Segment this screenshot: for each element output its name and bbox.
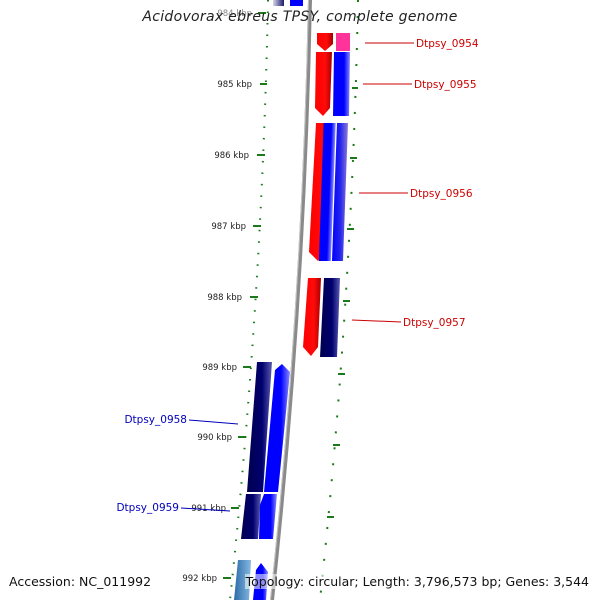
tick-label-985: 985 kbp: [217, 80, 252, 90]
topology-text: Topology: circular; Length: 3,796,573 bp…: [245, 574, 590, 589]
gene-label-dtpsy-0957[interactable]: Dtpsy_0957: [403, 317, 466, 329]
gene-label-dtpsy-0954[interactable]: Dtpsy_0954: [416, 38, 479, 50]
tick-label-990: 990 kbp: [197, 433, 232, 443]
gene-dtpsy-0959-blue: [259, 494, 277, 539]
gene-fragment-top-right: [290, 0, 303, 6]
gene-label-dtpsy-0958[interactable]: Dtpsy_0958: [124, 414, 187, 426]
tick-label-989: 989 kbp: [202, 363, 237, 373]
accession-text: Accession: NC_011992: [9, 574, 151, 589]
gene-fragment-top-left: [273, 0, 284, 6]
gene-dtpsy-0954-magenta: [336, 33, 350, 51]
gene-dtpsy-0957-red: [303, 278, 321, 356]
tick-label-992: 992 kbp: [182, 574, 217, 584]
gene-label-dtpsy-0956[interactable]: Dtpsy_0956: [410, 188, 473, 200]
gene-dtpsy-0959-navy: [241, 494, 261, 539]
gene-label-dtpsy-0955[interactable]: Dtpsy_0955: [414, 79, 477, 91]
gene-dtpsy-0955-red: [315, 52, 332, 116]
tick-label-986: 986 kbp: [214, 151, 249, 161]
gene-dtpsy-0954-red: [317, 33, 333, 51]
gene-label-dtpsy-0959[interactable]: Dtpsy_0959: [116, 502, 179, 514]
map-title: Acidovorax ebreus TPSY, complete genome: [0, 9, 600, 25]
genome-backbone: [272, 0, 310, 600]
gene-dtpsy-0957-navy: [320, 278, 340, 357]
tick-label-987: 987 kbp: [211, 222, 246, 232]
tick-label-988: 988 kbp: [207, 293, 242, 303]
gene-dtpsy-0955-blue: [333, 52, 350, 116]
